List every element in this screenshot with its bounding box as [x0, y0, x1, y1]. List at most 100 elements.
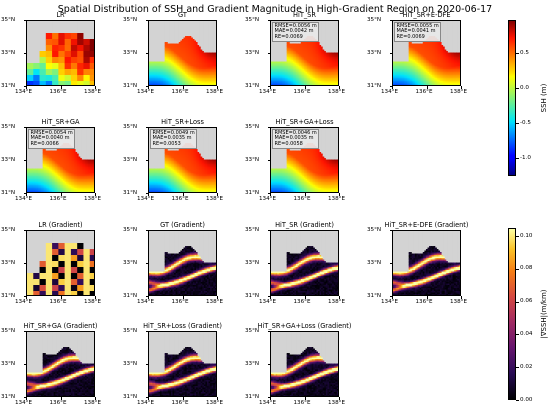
- map-panel: [26, 20, 95, 86]
- heatmap-cell: [338, 63, 339, 65]
- heatmap-cell: [83, 45, 90, 51]
- heatmap-cell: [201, 86, 203, 87]
- y-tick-label: 31°N: [245, 83, 259, 89]
- heatmap-cell: [216, 45, 217, 47]
- heatmap-cell: [338, 32, 339, 34]
- x-tick-mark: [61, 86, 62, 89]
- y-tick-mark: [24, 20, 27, 21]
- heatmap-cell: [338, 51, 339, 53]
- heatmap-cell: [77, 81, 84, 86]
- heatmap-cell: [77, 75, 84, 81]
- heatmap-cell: [90, 27, 95, 33]
- heatmap-cell: [338, 72, 339, 74]
- heatmap-cell: [404, 86, 406, 87]
- x-tick-label: 136°E: [294, 89, 311, 95]
- heatmap-cell: [210, 86, 212, 87]
- heatmap-cell: [309, 86, 311, 87]
- heatmap-cell: [316, 86, 318, 87]
- heatmap-cell: [71, 45, 78, 51]
- heatmap-cell: [46, 39, 53, 45]
- heatmap-cell: [46, 81, 53, 86]
- heatmap-cell: [338, 48, 339, 50]
- heatmap-cell: [216, 66, 217, 68]
- x-tick-mark: [95, 86, 96, 89]
- heatmap-cell: [77, 27, 84, 33]
- heatmap-cell: [52, 27, 59, 33]
- heatmap-cell: [154, 86, 156, 87]
- panel-title: HiT_SR+E-DFE: [372, 11, 481, 19]
- y-tick-label: 33°N: [1, 50, 15, 56]
- heatmap-cell: [321, 86, 323, 87]
- heatmap-cell: [46, 69, 53, 75]
- heatmap-cell: [216, 80, 217, 82]
- heatmap-cell: [27, 39, 34, 45]
- heatmap-cell: [415, 86, 417, 87]
- heatmap-cell: [334, 86, 336, 87]
- heatmap-cell: [198, 86, 200, 87]
- heatmap-cell: [413, 86, 415, 87]
- heatmap-cell: [58, 63, 65, 69]
- panel-title: GT: [128, 11, 237, 19]
- y-tick-label: 31°N: [123, 83, 137, 89]
- heatmap-cell: [273, 86, 275, 87]
- heatmap-cell: [77, 39, 84, 45]
- heatmap-cell: [216, 77, 217, 79]
- heatmap-cell: [213, 86, 215, 87]
- heatmap-cell: [83, 81, 90, 86]
- heatmap-cell: [40, 39, 47, 45]
- heatmap-cell: [338, 74, 339, 76]
- heatmap-cell: [338, 53, 339, 55]
- heatmap-cell: [338, 65, 339, 67]
- heatmap-cell: [77, 45, 84, 51]
- heatmap-cell: [71, 21, 78, 27]
- heatmap-cell: [216, 75, 217, 77]
- y-tick-mark: [146, 53, 149, 54]
- heatmap-cell: [312, 86, 314, 87]
- heatmap-cell: [216, 38, 217, 40]
- heatmap-cell: [83, 27, 90, 33]
- heatmap-cell: [77, 33, 84, 39]
- heatmap-cell: [58, 39, 65, 45]
- heatmap-cell: [212, 86, 214, 87]
- heatmap-cell: [338, 41, 339, 43]
- heatmap-cell: [216, 26, 217, 28]
- heatmap-cell: [216, 50, 217, 52]
- heatmap-cell: [163, 86, 165, 87]
- heatmap-cell: [338, 78, 339, 80]
- heatmap-cell: [315, 86, 317, 87]
- x-tick-mark: [270, 86, 271, 89]
- heatmap-cell: [338, 80, 339, 82]
- heatmap-cell: [307, 86, 309, 87]
- heatmap-cell: [52, 33, 59, 39]
- heatmap-cell: [338, 47, 339, 49]
- heatmap-cell: [418, 86, 420, 87]
- heatmap-cell: [152, 86, 154, 87]
- heatmap-cell: [216, 48, 217, 50]
- heatmap-cell: [157, 86, 159, 87]
- heatmap-cell: [216, 27, 217, 29]
- heatmap-cell: [33, 21, 40, 27]
- heatmap-cell: [310, 86, 312, 87]
- heatmap-cell: [338, 33, 339, 35]
- heatmap-cell: [190, 86, 192, 87]
- heatmap-cell: [338, 35, 339, 37]
- heatmap-cell: [169, 86, 171, 87]
- x-tick-label: 138°E: [206, 89, 223, 95]
- heatmap-cell: [280, 86, 282, 87]
- heatmap-cell: [58, 69, 65, 75]
- heatmap-cell: [196, 86, 198, 87]
- heatmap-cell: [187, 86, 189, 87]
- x-tick-label: 138°E: [328, 89, 345, 95]
- heatmap-cell: [216, 33, 217, 35]
- heatmap-cell: [216, 39, 217, 41]
- heatmap-cell: [338, 77, 339, 79]
- heatmap-cell: [65, 75, 72, 81]
- heatmap-cell: [27, 27, 34, 33]
- heatmap-cell: [33, 81, 40, 86]
- heatmap-cell: [90, 45, 95, 51]
- heatmap-cell: [216, 47, 217, 49]
- heatmap-cell: [395, 86, 397, 87]
- x-tick-mark: [26, 86, 27, 89]
- heatmap-cell: [90, 33, 95, 39]
- y-tick-label: 33°N: [123, 50, 137, 56]
